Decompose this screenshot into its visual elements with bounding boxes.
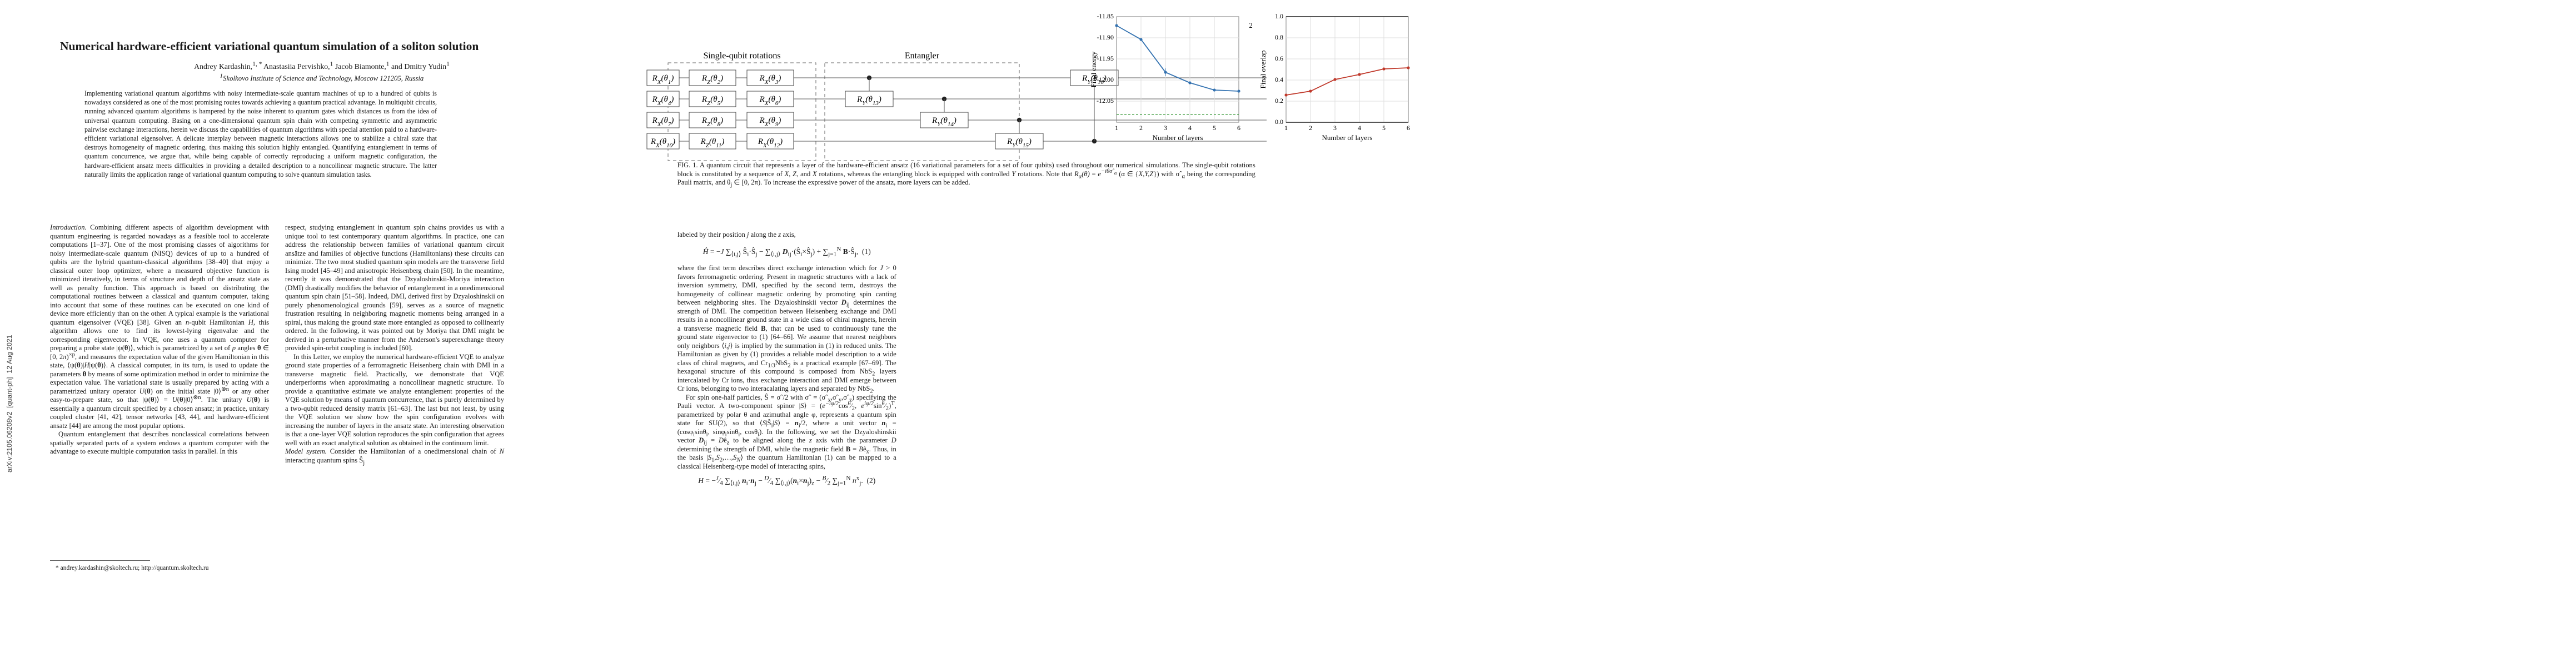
- svg-text:3: 3: [1164, 124, 1167, 132]
- svg-text:Entangler: Entangler: [905, 51, 940, 61]
- svg-text:4: 4: [1188, 124, 1192, 132]
- svg-text:-11.90: -11.90: [1097, 33, 1114, 41]
- svg-text:-12.00: -12.00: [1097, 76, 1114, 83]
- svg-text:0.4: 0.4: [1275, 76, 1283, 83]
- svg-text:-11.85: -11.85: [1097, 12, 1114, 20]
- svg-text:1: 1: [1115, 124, 1118, 132]
- svg-text:0.8: 0.8: [1275, 33, 1283, 41]
- svg-text:1.0: 1.0: [1275, 12, 1283, 20]
- svg-text:2: 2: [1139, 124, 1143, 132]
- svg-text:Final energy: Final energy: [1089, 51, 1098, 88]
- svg-text:Single-qubit rotations: Single-qubit rotations: [703, 51, 780, 61]
- svg-text:0.0: 0.0: [1275, 118, 1283, 126]
- svg-text:0.6: 0.6: [1275, 54, 1283, 62]
- svg-text:-11.95: -11.95: [1097, 54, 1114, 62]
- svg-text:Number of layers: Number of layers: [1152, 133, 1203, 142]
- svg-text:5: 5: [1213, 124, 1216, 132]
- svg-text:-12.05: -12.05: [1097, 97, 1114, 104]
- svg-text:0.2: 0.2: [1275, 97, 1283, 104]
- svg-text:1: 1: [1284, 124, 1288, 132]
- svg-text:Final overlap: Final overlap: [1259, 51, 1267, 89]
- svg-text:6: 6: [1237, 124, 1240, 132]
